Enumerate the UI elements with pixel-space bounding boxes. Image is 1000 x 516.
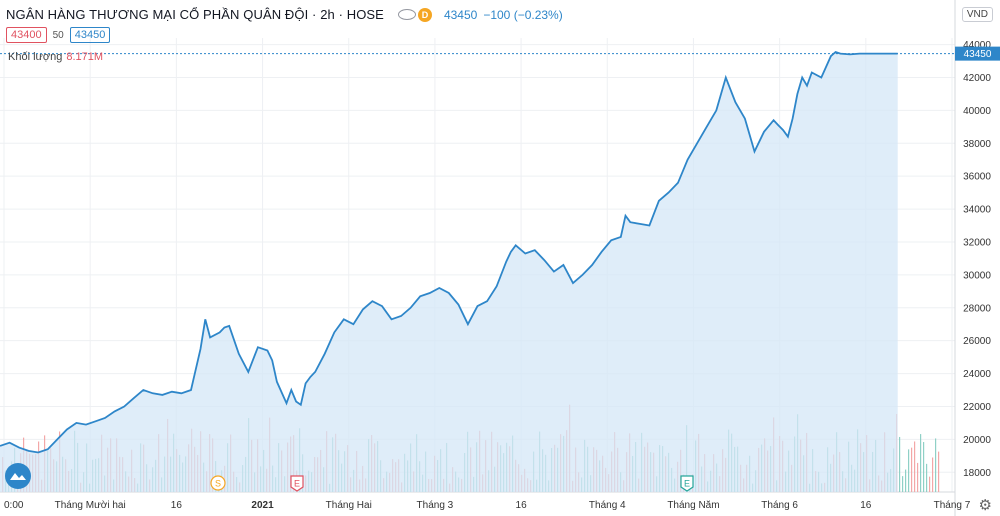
volume-bar xyxy=(935,438,937,492)
event-marker: S xyxy=(210,475,226,491)
y-tick-label: 32000 xyxy=(963,237,991,248)
currency-button[interactable]: VND xyxy=(961,7,993,22)
volume-bar xyxy=(905,469,907,492)
gear-icon[interactable]: ⚙ xyxy=(978,497,992,514)
volume-bar xyxy=(911,447,913,492)
y-tick-label: 42000 xyxy=(963,73,991,84)
x-tick-label: Tháng 6 xyxy=(761,500,798,511)
event-marker-label: E xyxy=(294,479,300,489)
x-tick-label: 16 xyxy=(516,500,528,511)
volume-label: Khối lượng xyxy=(8,51,63,63)
event-marker-label: S xyxy=(215,479,221,489)
volume-legend: Khối lượng 8.171M xyxy=(8,51,103,63)
symbol-title: NGÂN HÀNG THƯƠNG MẠI CỔ PHẦN QUÂN ĐỘI · … xyxy=(6,7,384,22)
x-tick-label: Tháng Năm xyxy=(667,500,719,511)
y-axis: 18000 20000 22000 24000 26000 28000 30000 32000… xyxy=(963,40,991,479)
svg-text:43450: 43450 xyxy=(964,49,992,60)
y-tick-label: 40000 xyxy=(963,106,991,117)
dividend-badge[interactable]: D xyxy=(417,7,432,22)
event-marker: E xyxy=(290,475,304,492)
x-tick-label: Tháng 7 xyxy=(934,500,971,511)
y-tick-label: 18000 xyxy=(963,468,991,479)
price-line xyxy=(0,50,898,454)
last-price-label: 43450 xyxy=(955,46,1000,61)
y-tick-label: 28000 xyxy=(963,303,991,314)
bid-ask-row: 43400 50 43450 xyxy=(6,27,111,43)
volume-bar xyxy=(926,463,928,492)
eye-icon[interactable] xyxy=(397,9,416,20)
y-tick-label: 24000 xyxy=(963,369,991,380)
x-tick-label: 0:00 xyxy=(4,500,24,511)
x-tick-label: Tháng Hai xyxy=(326,500,372,511)
y-tick-label: 20000 xyxy=(963,435,991,446)
event-marker: E xyxy=(680,475,694,492)
price-change: −100 (−0.23%) xyxy=(483,7,563,22)
y-tick-label: 30000 xyxy=(963,270,991,281)
y-tick-label: 26000 xyxy=(963,336,991,347)
volume-bar xyxy=(914,441,916,492)
event-marker-label: E xyxy=(684,479,690,489)
x-tick-label: 16 xyxy=(860,500,872,511)
x-tick-label: Tháng 3 xyxy=(417,500,454,511)
y-tick-label: 44000 xyxy=(963,40,991,51)
x-tick-label: 2021 xyxy=(251,500,274,511)
volume-value: 8.171M xyxy=(66,51,104,63)
volume-bar xyxy=(908,449,910,492)
y-tick-label: 38000 xyxy=(963,139,991,150)
volume-bar xyxy=(923,442,925,492)
y-tick-label: 36000 xyxy=(963,172,991,183)
volume-bar xyxy=(917,462,919,492)
spread-value: 50 xyxy=(52,29,64,41)
x-axis: 0:00 Tháng Mười hai 16 2021 Tháng Hai Tháng 3… xyxy=(4,500,971,511)
price-area xyxy=(0,52,898,492)
volume-bar xyxy=(932,457,934,492)
y-tick-label: 34000 xyxy=(963,205,991,216)
x-tick-label: Tháng 4 xyxy=(589,500,626,511)
bid-price-button[interactable]: 43400 xyxy=(6,27,47,43)
x-tick-label: 16 xyxy=(171,500,183,511)
volume-bar xyxy=(929,476,931,492)
volume-bar xyxy=(899,436,901,492)
last-price: 43450 xyxy=(443,7,478,22)
volume-bar xyxy=(938,451,940,492)
volume-bar xyxy=(920,434,922,492)
cloud-logo-icon[interactable] xyxy=(5,463,31,489)
y-tick-label: 22000 xyxy=(963,402,991,413)
ask-price-button[interactable]: 43450 xyxy=(69,27,111,43)
volume-bar xyxy=(902,476,904,492)
chart-header: NGÂN HÀNG THƯƠNG MẠI CỔ PHẦN QUÂN ĐỘI · … xyxy=(6,7,563,22)
x-tick-label: Tháng Mười hai xyxy=(55,500,126,511)
